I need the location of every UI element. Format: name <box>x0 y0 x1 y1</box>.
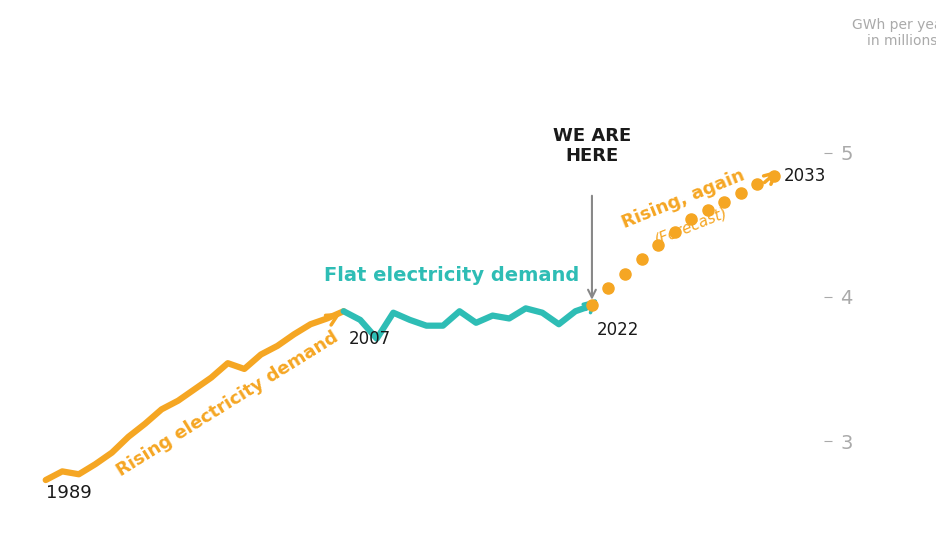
Text: 2007: 2007 <box>348 330 390 348</box>
Text: WE ARE
HERE: WE ARE HERE <box>553 126 631 166</box>
Text: 2022: 2022 <box>597 321 639 339</box>
Text: GWh per year,
in millions: GWh per year, in millions <box>852 18 936 48</box>
Text: Rising, again: Rising, again <box>619 166 747 232</box>
Text: Rising electricity demand: Rising electricity demand <box>113 328 342 480</box>
Text: Flat electricity demand: Flat electricity demand <box>324 266 578 285</box>
Text: 1989: 1989 <box>46 483 92 502</box>
Text: 2033: 2033 <box>784 167 826 185</box>
Text: (Forecast): (Forecast) <box>652 205 730 248</box>
